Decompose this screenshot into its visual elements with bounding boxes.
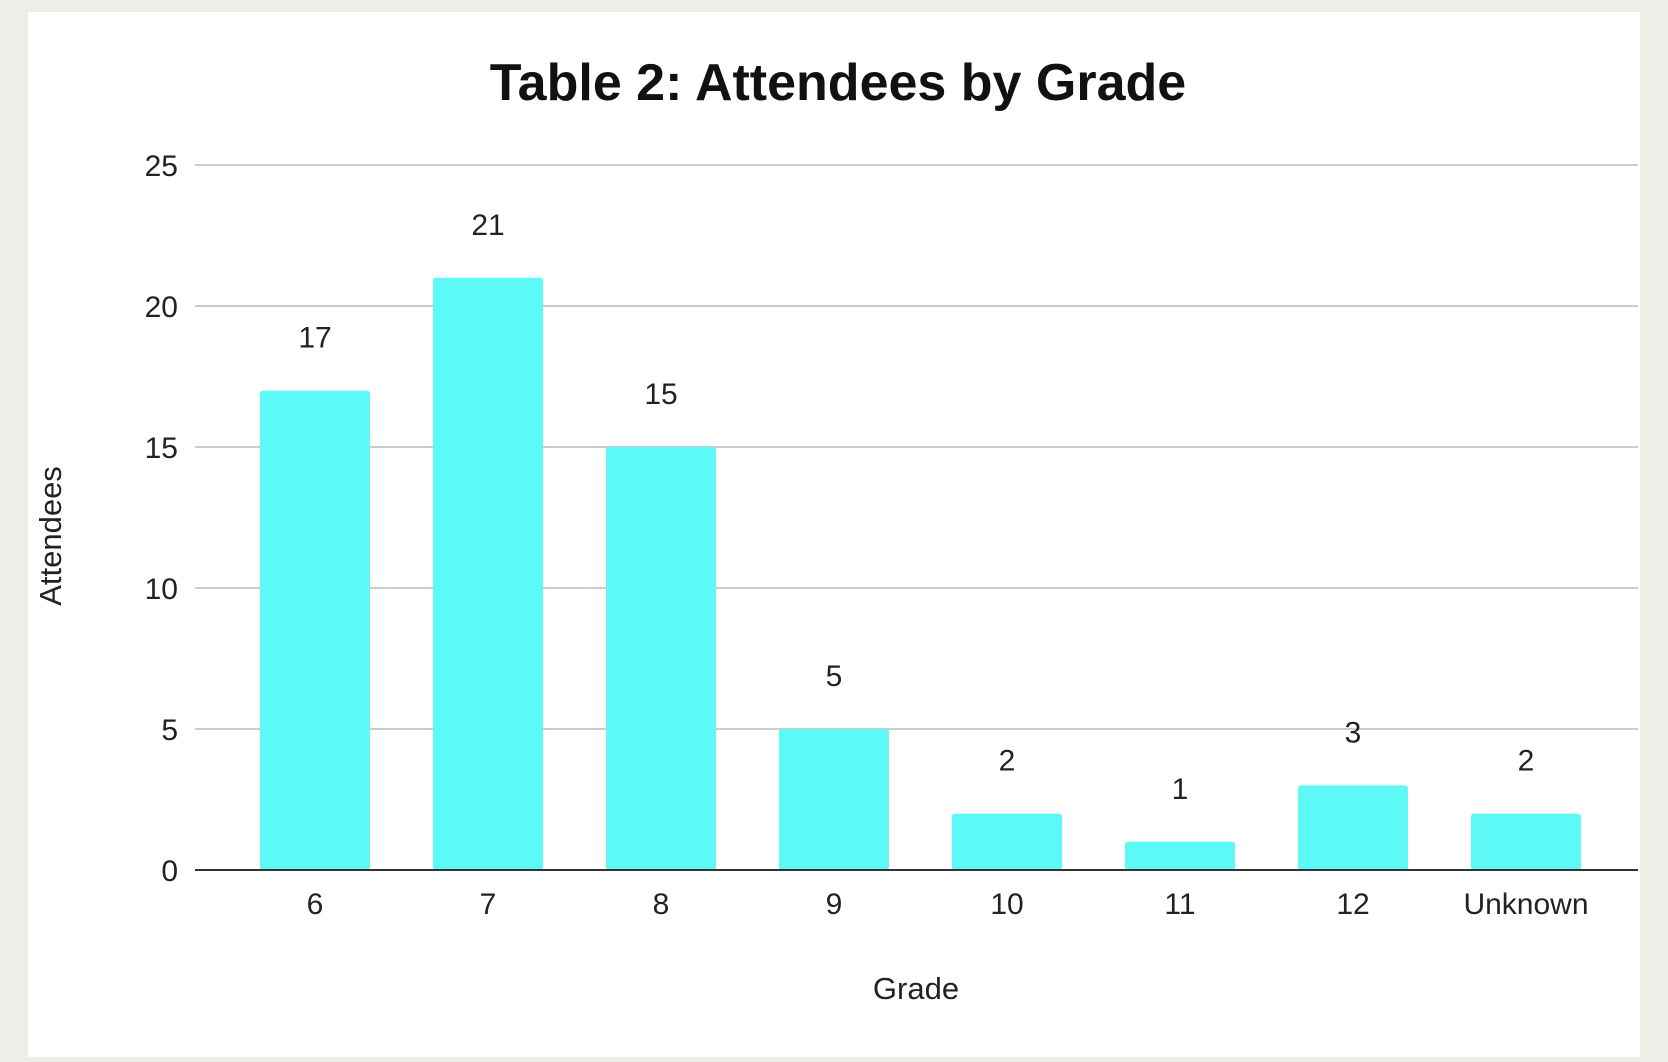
bar xyxy=(1471,813,1581,870)
y-tick-label: 20 xyxy=(145,291,178,324)
x-axis-label: Grade xyxy=(873,971,959,1006)
x-tick-label: 6 xyxy=(307,888,324,921)
bar-value-label: 5 xyxy=(826,660,843,693)
y-tick-label: 10 xyxy=(145,573,178,606)
x-tick-label: 8 xyxy=(653,888,670,921)
bar xyxy=(260,390,370,870)
x-tick-label: 7 xyxy=(480,888,497,921)
bar-value-label: 17 xyxy=(298,322,331,355)
x-tick-label: 11 xyxy=(1164,888,1195,921)
chart-title: Table 2: Attendees by Grade xyxy=(490,54,1186,112)
bar xyxy=(1298,785,1408,870)
y-axis-ticks: 0 5 10 15 20 25 xyxy=(145,150,178,888)
bar-value-label: 15 xyxy=(644,378,677,411)
bar xyxy=(952,813,1062,870)
x-tick-label: 9 xyxy=(826,888,843,921)
x-tick-label: Unknown xyxy=(1463,888,1588,921)
bar-value-label: 21 xyxy=(471,209,504,242)
x-tick-label: 10 xyxy=(990,888,1023,921)
y-tick-label: 5 xyxy=(161,714,178,747)
y-axis-label: Attendees xyxy=(33,466,68,606)
y-tick-label: 15 xyxy=(145,432,178,465)
bar xyxy=(433,277,543,870)
x-tick-label: 12 xyxy=(1336,888,1369,921)
x-axis-ticks: 6 7 8 9 10 11 12 Unknown xyxy=(307,888,1589,921)
y-tick-label: 0 xyxy=(161,855,178,888)
bar-value-label: 1 xyxy=(1172,773,1189,806)
bar-value-label: 3 xyxy=(1345,716,1362,749)
bars xyxy=(260,277,1581,870)
bar xyxy=(606,447,716,870)
bar xyxy=(1125,841,1235,870)
gridlines xyxy=(195,164,1638,730)
bar-value-label: 2 xyxy=(1518,745,1535,778)
y-tick-label: 25 xyxy=(145,150,178,183)
bar xyxy=(779,729,889,870)
bar-value-label: 2 xyxy=(999,745,1016,778)
